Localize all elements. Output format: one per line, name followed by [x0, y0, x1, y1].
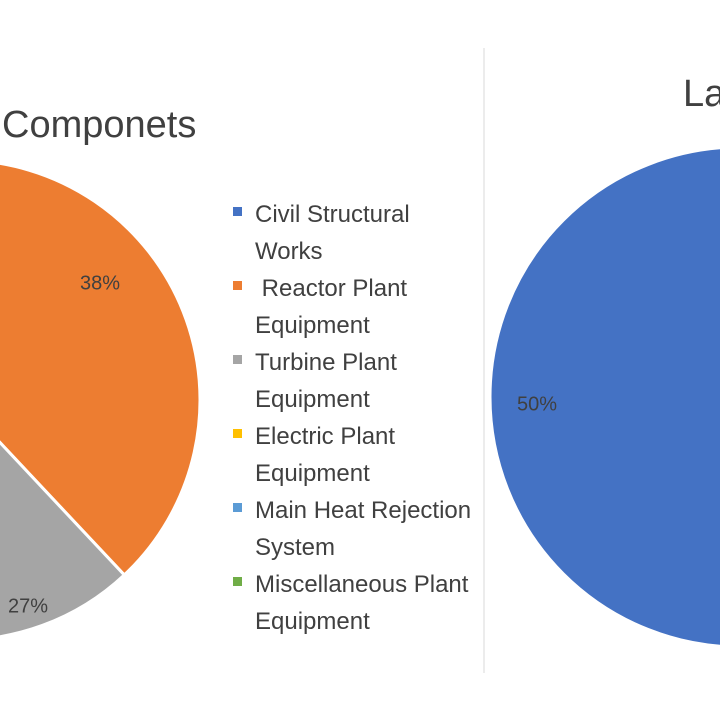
legend-swatch: [233, 281, 242, 290]
legend-item: Main Heat Rejection System: [233, 492, 478, 566]
legend-swatch: [233, 503, 242, 512]
pie-slice: [0, 161, 202, 578]
legend-label: Turbine Plant Equipment: [255, 349, 397, 413]
legend-swatch: [233, 577, 242, 586]
data-label: 27%: [8, 595, 48, 617]
pie-slice: [0, 440, 127, 639]
pie-slice: [488, 146, 720, 648]
data-label: 50%: [517, 393, 557, 415]
legend-label: Civil Structural Works: [255, 201, 410, 265]
legend-swatch: [233, 429, 242, 438]
legend-label: Electric Plant Equipment: [255, 423, 396, 487]
legend-item: Electric Plant Equipment: [233, 418, 478, 492]
chart-title-left: Componets: [2, 104, 197, 146]
chart-divider: [483, 48, 485, 673]
legend-swatch: [233, 355, 242, 364]
data-label: 38%: [80, 272, 120, 294]
legend-item: Reactor Plant Equipment: [233, 270, 478, 344]
legend-item: Civil Structural Works: [233, 196, 478, 270]
legend: Civil Structural Works Reactor Plant Equ…: [233, 196, 478, 640]
legend-swatch: [233, 207, 242, 216]
chart-title-right: La: [683, 73, 720, 115]
legend-label: Main Heat Rejection System: [255, 497, 472, 561]
legend-item: Turbine Plant Equipment: [233, 344, 478, 418]
legend-item: Miscellaneous Plant Equipment: [233, 566, 478, 640]
legend-label: Miscellaneous Plant Equipment: [255, 571, 469, 635]
legend-label: Reactor Plant Equipment: [255, 275, 414, 339]
